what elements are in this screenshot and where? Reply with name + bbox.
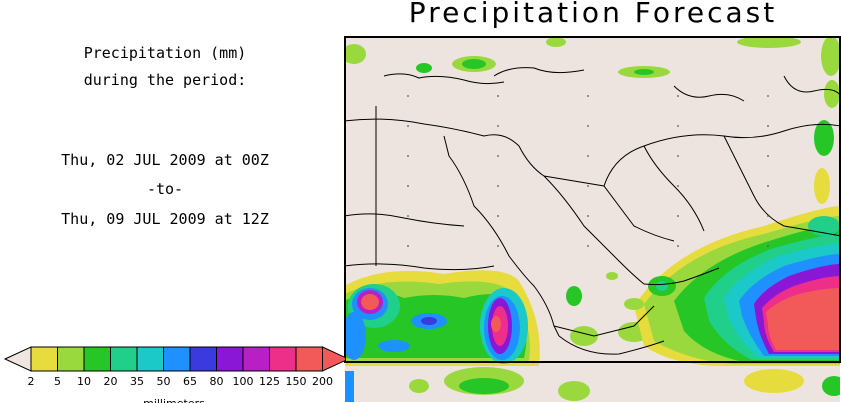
legend-swatch bbox=[269, 346, 297, 372]
legend-swatch bbox=[110, 346, 138, 372]
legend-tick-label: 100 bbox=[233, 375, 254, 388]
precip-arabian-sea bbox=[624, 206, 840, 366]
period-start: Thu, 02 JUL 2009 at 00Z bbox=[61, 151, 269, 169]
legend-swatch bbox=[83, 346, 111, 372]
legend-below-arrow bbox=[3, 346, 32, 372]
legend-tick-label: 2 bbox=[28, 375, 35, 388]
legend-tick-label: 150 bbox=[286, 375, 307, 388]
legend-swatch bbox=[216, 346, 244, 372]
legend-tick-label: 65 bbox=[183, 375, 197, 388]
legend-swatch bbox=[30, 346, 58, 372]
legend-tick-label: 5 bbox=[54, 375, 61, 388]
coastlines bbox=[345, 67, 840, 355]
legend-swatch bbox=[57, 346, 85, 372]
info-line-period: during the period: bbox=[83, 71, 247, 89]
map-title: Precipitation Forecast bbox=[408, 0, 778, 29]
color-legend: 2 5 10 20 35 50 65 80 100 125 150 200 millimeters bbox=[3, 346, 345, 403]
legend-tick-label: 80 bbox=[210, 375, 224, 388]
precip-north bbox=[345, 37, 840, 204]
legend-labels: 2 5 10 20 35 50 65 80 100 125 150 200 bbox=[28, 375, 334, 388]
precipitation-map bbox=[344, 36, 841, 402]
legend-swatch bbox=[189, 346, 217, 372]
precip-fields bbox=[345, 37, 840, 402]
precip-south-panel bbox=[345, 367, 840, 402]
legend-tick-label: 50 bbox=[157, 375, 171, 388]
period-separator: -to- bbox=[146, 180, 184, 198]
legend-swatch bbox=[295, 346, 323, 372]
grid-dots bbox=[407, 95, 769, 247]
legend-swatch bbox=[163, 346, 191, 372]
legend-above-arrow bbox=[322, 346, 345, 372]
legend-tick-label: 35 bbox=[130, 375, 144, 388]
legend-swatch bbox=[136, 346, 164, 372]
legend-tick-label: 10 bbox=[77, 375, 91, 388]
legend-swatches bbox=[3, 346, 345, 372]
period-end: Thu, 09 JUL 2009 at 12Z bbox=[61, 210, 269, 228]
precip-africa bbox=[345, 270, 650, 366]
legend-swatch bbox=[242, 346, 270, 372]
legend-unit: millimeters bbox=[143, 397, 205, 403]
legend-tick-label: 200 bbox=[312, 375, 333, 388]
info-line-precip: Precipitation (mm) bbox=[83, 44, 247, 62]
legend-tick-label: 125 bbox=[259, 375, 280, 388]
legend-tick-label: 20 bbox=[104, 375, 118, 388]
